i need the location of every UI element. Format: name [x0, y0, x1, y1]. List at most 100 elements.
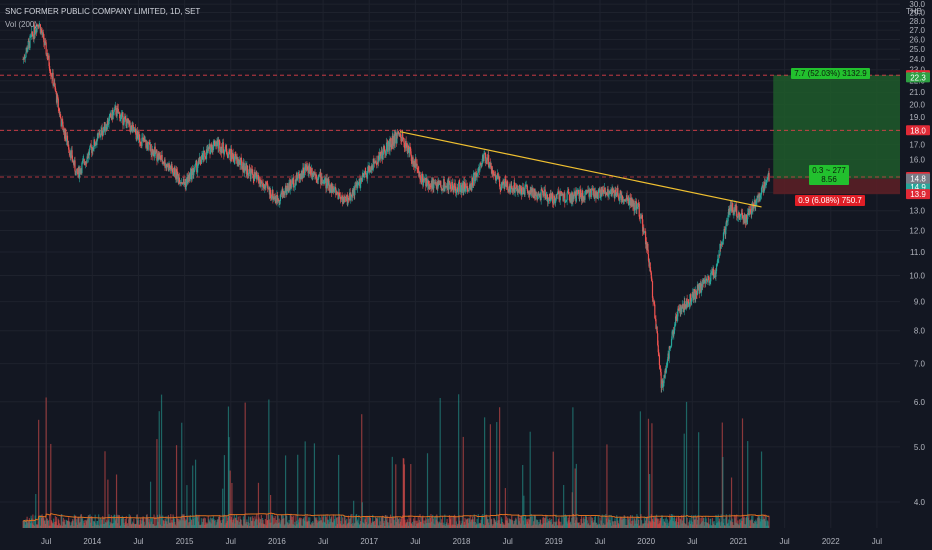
candle-body [489, 162, 491, 168]
volume-bar [193, 515, 195, 528]
candle-body [347, 197, 350, 200]
candle-body [419, 172, 421, 180]
candle-body [31, 31, 33, 35]
volume-bar [698, 432, 700, 528]
candle-body [695, 290, 697, 295]
volume-bar [606, 444, 608, 528]
candle-body [739, 215, 741, 220]
candle-body [474, 172, 476, 182]
candle-body [471, 177, 474, 185]
volume-bar [96, 521, 99, 528]
volume-bar [716, 516, 718, 528]
candle-body [83, 159, 85, 164]
position-center-label[interactable]: 0.3 ~ 277 8.56 [809, 164, 849, 185]
candle-body [86, 156, 88, 163]
candle-body [133, 129, 136, 132]
candle-body [758, 194, 760, 198]
candle-body [620, 190, 622, 194]
candle-body [272, 189, 274, 200]
volume-bar [534, 515, 536, 528]
candle-body [426, 183, 429, 186]
candle-body [107, 123, 110, 125]
target-label[interactable]: 7.7 (52.03%) 3132.9 [791, 68, 870, 80]
volume-bar [441, 515, 444, 528]
x-tick-label: 2018 [453, 537, 471, 546]
candle-body [473, 173, 475, 186]
candle-body [304, 167, 306, 173]
candle-body [55, 91, 57, 92]
candle-body [296, 172, 298, 180]
candle-body [150, 144, 152, 155]
candle-body [727, 215, 729, 222]
candle-body [617, 187, 619, 197]
volume-bar [395, 464, 397, 528]
candle-body [424, 179, 426, 181]
x-tick-label: Jul [595, 537, 605, 546]
candle-body [509, 188, 512, 193]
candle-body [146, 143, 148, 145]
candle-body [76, 168, 78, 174]
volume-bar [353, 500, 355, 528]
candle-body [452, 185, 454, 191]
volume-bar [107, 479, 109, 528]
candle-body [130, 125, 132, 133]
candle-body [704, 279, 707, 284]
candle-body [145, 143, 148, 148]
volume-bar [47, 520, 50, 528]
candle-body [657, 345, 659, 353]
candle-body [332, 186, 334, 189]
stop-label[interactable]: 0.9 (6.08%) 750.7 [795, 195, 865, 207]
volume-bar [454, 514, 456, 528]
y-tick-label: 20.0 [909, 100, 925, 109]
candle-body [44, 41, 47, 43]
volume-bar [423, 520, 425, 528]
candle-body [94, 145, 96, 147]
candle-body [497, 175, 500, 179]
volume-bar [143, 521, 145, 528]
volume-bar [361, 502, 363, 528]
trendline[interactable] [399, 131, 762, 208]
candle-body [182, 183, 184, 185]
volume-bar [386, 515, 388, 528]
candle-body [66, 135, 69, 146]
volume-bar [444, 514, 446, 528]
volume-bar [459, 520, 461, 528]
volume-bar [149, 481, 152, 528]
candle-body [589, 191, 591, 193]
volume-bar [439, 397, 441, 528]
volume-bar [115, 474, 118, 528]
candle-body [88, 149, 91, 156]
candle-body [219, 151, 221, 153]
candle-body [670, 338, 673, 346]
volume-bar [76, 519, 78, 528]
candle-body [302, 167, 305, 176]
candle-body [655, 319, 657, 329]
x-tick-label: 2019 [545, 537, 563, 546]
candle-body [339, 195, 341, 197]
candle-body [699, 285, 701, 294]
candle-body [466, 187, 468, 190]
candle-body [254, 175, 257, 178]
candle-body [203, 150, 205, 152]
y-tick-label: 25.0 [909, 45, 925, 54]
volume-bar [154, 516, 156, 528]
candle-body [62, 121, 64, 131]
candle-body [336, 191, 338, 193]
volume-bar [391, 456, 393, 528]
candle-body [266, 183, 268, 184]
candle-body [248, 173, 250, 176]
y-tick-label: 4.0 [914, 498, 926, 507]
candle-body [181, 182, 183, 185]
candle-body [374, 162, 376, 164]
candle-body [276, 195, 279, 202]
volume-bar [274, 515, 276, 528]
candle-body [124, 117, 126, 119]
volume-bar [130, 518, 132, 528]
volume-bar [133, 518, 135, 528]
volume-bar [309, 517, 311, 528]
volume-bar [312, 522, 314, 528]
candle-body [568, 194, 571, 201]
candle-body [740, 212, 742, 216]
candle-body [403, 137, 405, 143]
